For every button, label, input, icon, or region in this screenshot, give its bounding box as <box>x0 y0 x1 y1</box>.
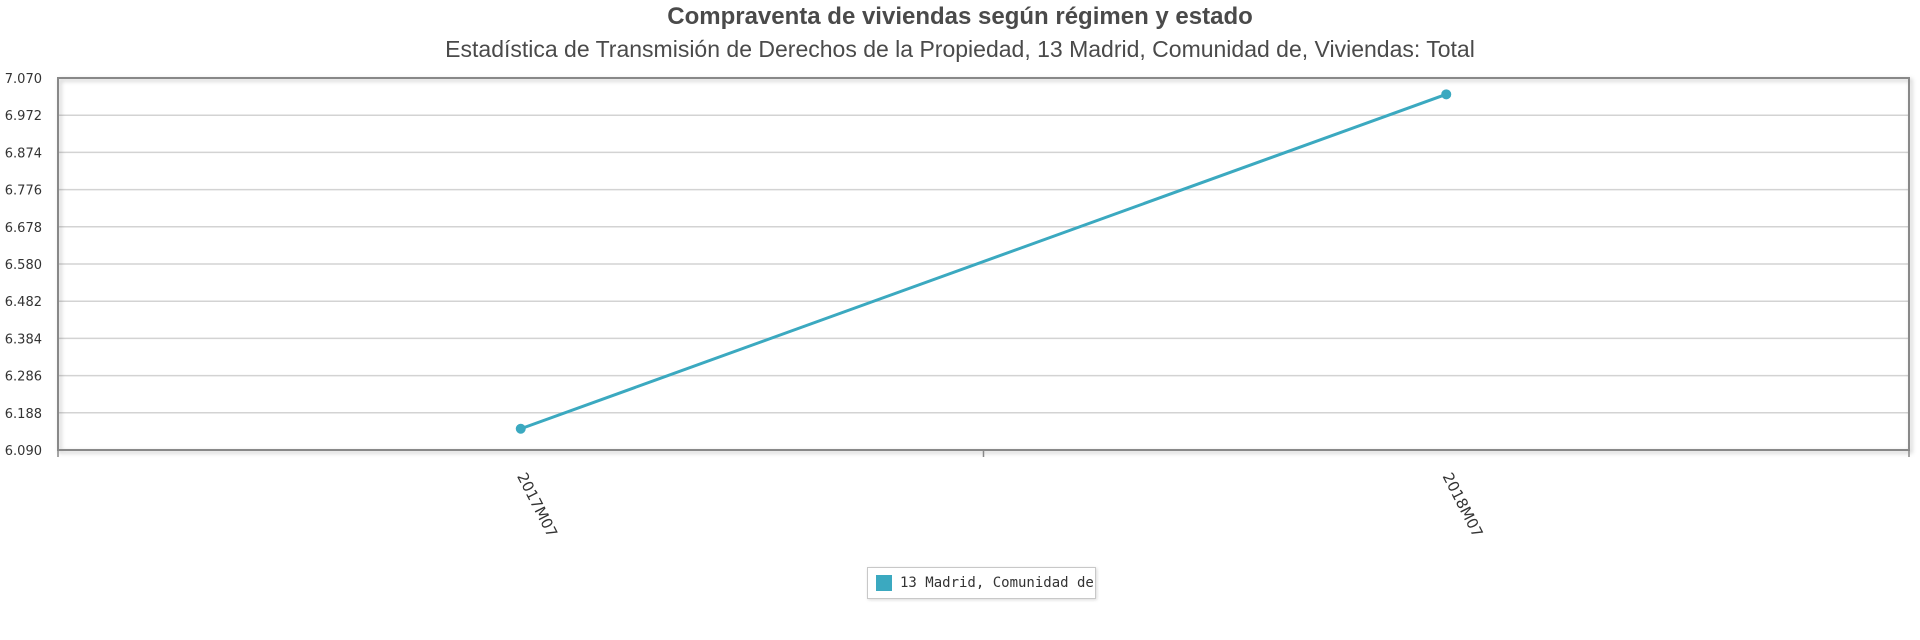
chart-title: Compraventa de viviendas según régimen y… <box>667 3 1253 30</box>
y-tick-label: 6.776 <box>5 184 42 199</box>
y-tick-label: 6.090 <box>5 444 42 459</box>
x-tick-label: 2017M07 <box>513 470 561 541</box>
data-point[interactable] <box>515 423 526 434</box>
y-tick-label: 6.580 <box>5 258 42 273</box>
data-point[interactable] <box>1441 89 1452 100</box>
y-tick-label: 7.070 <box>5 72 42 87</box>
chart-subtitle: Estadística de Transmisión de Derechos d… <box>445 36 1475 62</box>
y-axis: 6.090 6.188 6.286 6.384 6.482 6.580 6.678 6.776… <box>5 72 42 459</box>
legend-label: 13 Madrid, Comunidad de <box>900 575 1094 591</box>
y-tick-label: 6.678 <box>5 221 42 236</box>
y-tick-label: 6.384 <box>5 332 42 347</box>
y-tick-label: 6.188 <box>5 407 42 422</box>
grid-lines <box>58 77 1909 451</box>
legend-swatch <box>876 575 892 591</box>
x-tick-label: 2018M07 <box>1439 470 1487 541</box>
y-tick-label: 6.874 <box>5 146 42 161</box>
y-tick-label: 6.286 <box>5 370 42 385</box>
y-tick-label: 6.972 <box>5 109 42 124</box>
x-axis: 2017M07 2018M07 <box>57 450 1910 541</box>
y-tick-label: 6.482 <box>5 295 42 310</box>
series-layer <box>515 89 1452 434</box>
legend[interactable]: 13 Madrid, Comunidad de <box>867 567 1096 599</box>
series-line <box>520 92 1447 431</box>
